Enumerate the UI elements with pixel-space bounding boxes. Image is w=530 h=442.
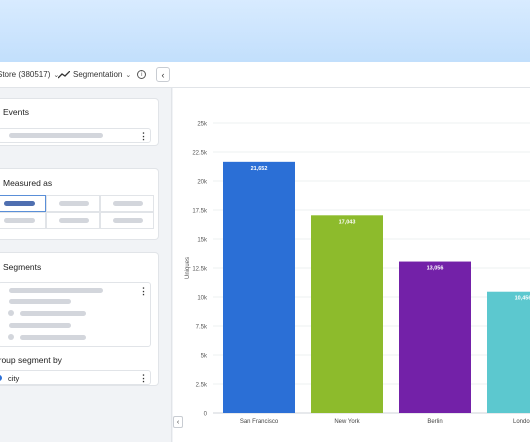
measure-option[interactable] bbox=[46, 195, 100, 212]
y-tick-label: 12.5k bbox=[192, 267, 208, 273]
y-tick-label: 15k bbox=[197, 238, 208, 244]
collapse-sidebar-button[interactable]: ‹ bbox=[156, 67, 170, 82]
events-card: Events ⋮ bbox=[0, 98, 159, 146]
option-placeholder bbox=[4, 218, 35, 223]
bullet-icon bbox=[8, 310, 14, 316]
segment-placeholder bbox=[9, 323, 71, 328]
chart-panel: 0 2.5k 5k 7.5k 10k 12.5k 15k 17.5k 20k 22.5k 25k Un… bbox=[173, 88, 530, 442]
x-tick-label: London bbox=[513, 419, 530, 425]
bar-london bbox=[487, 291, 530, 413]
chevron-left-icon: ‹ bbox=[161, 69, 165, 80]
x-tick-label: New York bbox=[334, 419, 360, 425]
kebab-menu-icon[interactable]: ⋮ bbox=[139, 373, 148, 383]
segment-placeholder bbox=[20, 311, 86, 316]
y-tick-label: 5k bbox=[201, 354, 208, 360]
header-banner bbox=[0, 0, 530, 62]
y-tick-label: 0 bbox=[204, 412, 208, 418]
measured-title: Measured as bbox=[3, 178, 53, 188]
measured-card: Measured as bbox=[0, 168, 159, 240]
group-by-title: Group segment by bbox=[0, 355, 62, 365]
bar-chart: 0 2.5k 5k 7.5k 10k 12.5k 15k 17.5k 20k 22.5k 25k Un… bbox=[185, 122, 530, 425]
option-placeholder bbox=[59, 201, 89, 206]
measure-option[interactable] bbox=[0, 212, 46, 229]
data-label: 21,652 bbox=[251, 166, 268, 172]
y-tick-label: 20k bbox=[197, 180, 208, 186]
x-tick-label: San Francisco bbox=[240, 419, 279, 425]
group-by-row[interactable]: city ⋮ bbox=[0, 370, 151, 385]
kebab-menu-icon[interactable]: ⋮ bbox=[139, 286, 148, 296]
segments-card: Segments ⋮ Group segment by city ⋮ bbox=[0, 252, 159, 386]
y-tick-label: 2.5k bbox=[196, 383, 208, 389]
kebab-menu-icon[interactable]: ⋮ bbox=[139, 131, 148, 141]
option-placeholder bbox=[113, 218, 143, 223]
y-tick-label: 17.5k bbox=[192, 209, 208, 215]
chevron-left-icon: ‹ bbox=[176, 418, 180, 426]
y-tick-label: 7.5k bbox=[196, 325, 208, 331]
chevron-down-icon: ⌄ bbox=[125, 71, 132, 79]
events-title: Events bbox=[3, 107, 29, 117]
measure-option-uniques[interactable] bbox=[0, 195, 46, 212]
y-axis-label: Uniques bbox=[185, 257, 191, 279]
project-label: Store (380517) bbox=[0, 70, 51, 79]
segment-row[interactable]: ⋮ bbox=[0, 282, 151, 347]
bullet-icon bbox=[8, 334, 14, 340]
project-selector[interactable]: Store (380517) ⌄ bbox=[0, 70, 59, 79]
measure-option[interactable] bbox=[100, 195, 154, 212]
event-row[interactable]: ⋮ bbox=[0, 128, 151, 143]
expand-button[interactable]: ‹ bbox=[173, 416, 183, 428]
measure-option[interactable] bbox=[46, 212, 100, 229]
segments-title: Segments bbox=[3, 262, 42, 272]
data-label: 10,456 bbox=[515, 296, 530, 302]
chevron-down-icon: ⌄ bbox=[53, 71, 60, 79]
measure-option[interactable] bbox=[100, 212, 154, 229]
toolbar: Store (380517) ⌄ Segmentation ⌄ i bbox=[0, 62, 530, 88]
analysis-selector[interactable]: Segmentation ⌄ i bbox=[58, 70, 147, 79]
trend-icon bbox=[58, 70, 70, 78]
segment-placeholder bbox=[20, 335, 86, 340]
bar-berlin bbox=[399, 261, 471, 413]
segment-placeholder bbox=[9, 288, 103, 293]
group-by-value: city bbox=[8, 374, 20, 383]
y-tick-label: 25k bbox=[197, 122, 208, 128]
option-placeholder bbox=[113, 201, 143, 206]
data-label: 17,043 bbox=[339, 219, 356, 225]
segment-placeholder bbox=[9, 299, 71, 304]
option-placeholder bbox=[4, 201, 35, 206]
y-tick-label: 22.5k bbox=[192, 151, 208, 157]
analysis-label: Segmentation bbox=[73, 70, 123, 79]
info-icon[interactable]: i bbox=[137, 70, 147, 79]
group-color-dot bbox=[0, 375, 2, 381]
data-label: 13,056 bbox=[427, 266, 444, 272]
y-tick-label: 10k bbox=[197, 296, 208, 302]
sidebar: Events ⋮ Measured as Segments bbox=[0, 88, 172, 442]
event-placeholder bbox=[9, 133, 103, 138]
x-tick-label: Berlin bbox=[427, 419, 442, 425]
bar-new-york bbox=[311, 215, 383, 413]
bar-san-francisco bbox=[223, 161, 295, 413]
option-placeholder bbox=[59, 218, 89, 223]
